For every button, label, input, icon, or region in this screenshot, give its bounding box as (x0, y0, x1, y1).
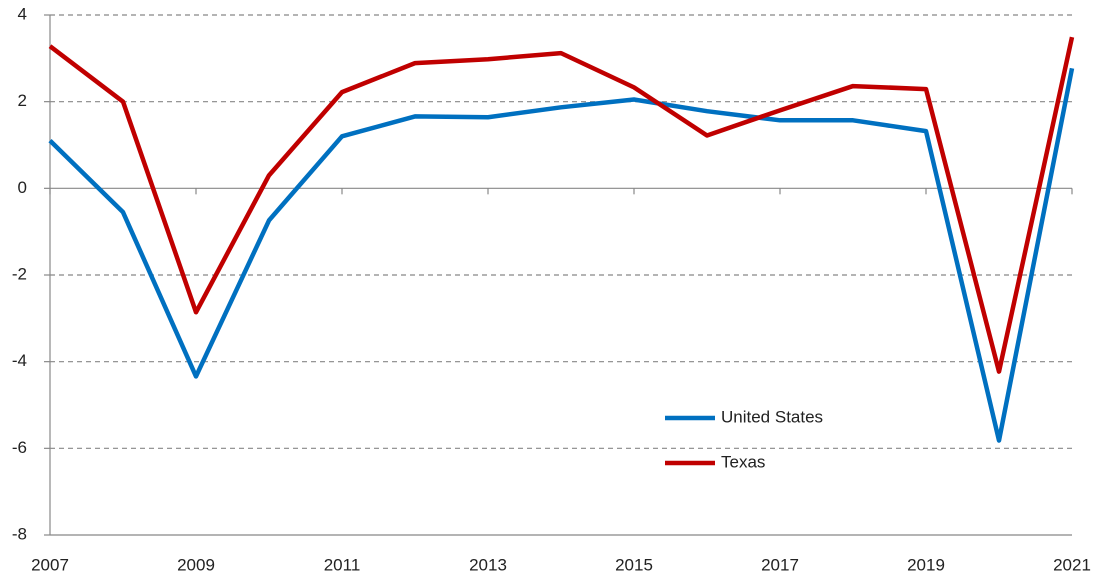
x-tick-label: 2021 (1053, 555, 1091, 574)
x-tick-label: 2011 (324, 555, 361, 574)
x-tick-label: 2013 (469, 555, 507, 574)
x-tick-label: 2009 (177, 555, 215, 574)
y-tick-label: 2 (18, 91, 27, 110)
legend-label: United States (721, 407, 823, 426)
x-tick-label: 2015 (615, 555, 653, 574)
y-tick-label: -8 (12, 524, 27, 543)
line-series (48, 36, 1075, 374)
y-tick-label: -6 (12, 438, 27, 457)
x-tick-label: 2019 (907, 555, 945, 574)
y-tick-label: -4 (12, 351, 27, 370)
y-tick-label: 4 (18, 4, 27, 23)
legend-label: Texas (721, 452, 765, 471)
y-tick-label: -2 (12, 264, 27, 283)
line-series (48, 67, 1075, 443)
x-tick-label: 2017 (761, 555, 799, 574)
x-tick-label: 2007 (31, 555, 69, 574)
y-tick-label: 0 (18, 178, 27, 197)
